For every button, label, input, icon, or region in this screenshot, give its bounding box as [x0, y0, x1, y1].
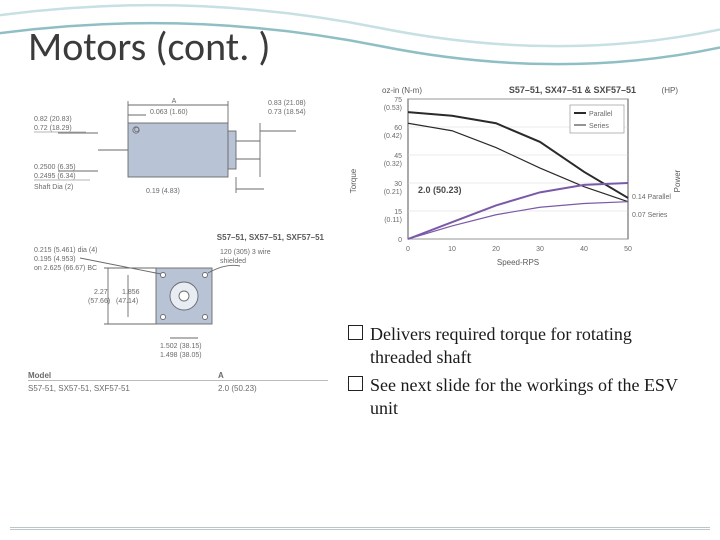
bot1: 1.502 (38.15) [160, 343, 202, 350]
svg-text:60: 60 [394, 125, 402, 132]
bot2: 1.498 (38.05) [160, 352, 202, 359]
svg-text:(0.53): (0.53) [384, 105, 402, 112]
page-title: Motors (cont. ) [28, 22, 692, 71]
svg-text:Parallel: Parallel [589, 111, 613, 118]
chart-title: S57–51, SX47–51 & SXF57–51 [509, 85, 636, 95]
wire-1: 120 (305) 3 wire [220, 249, 271, 256]
torque-speed-chart: oz-in (N-m) S57–51, SX47–51 & SXF57–51 (… [346, 81, 686, 271]
cell-A: 2.0 (50.23) [218, 384, 328, 393]
col-A: A [218, 371, 328, 380]
inner-circle-label: O [134, 127, 140, 134]
svg-text:0.14 Parallel: 0.14 Parallel [632, 194, 671, 201]
hole-dim-2: 0.195 (4.953) [34, 256, 76, 263]
hole-dim-1: 0.215 (5.461) dia (4) [34, 247, 97, 254]
svg-text:0: 0 [398, 237, 402, 244]
model-table: Model A S57-51, SX57-51, SXF57-51 2.0 (5… [28, 371, 328, 393]
d2a: 1.856 [122, 289, 140, 296]
svg-text:15: 15 [394, 209, 402, 216]
motor-side-drawing: A 0.063 (1.60) 0.83 (21.08) 0.73 (18.54)… [28, 81, 328, 221]
footer-border [10, 527, 710, 530]
dim-lb3: Shaft Dia (2) [34, 184, 73, 191]
dim-rb: 0.19 (4.83) [146, 188, 180, 195]
svg-text:(0.21): (0.21) [384, 189, 402, 196]
svg-text:0.07 Series: 0.07 Series [632, 212, 668, 219]
dim-A: A [172, 98, 177, 105]
bullet-2: See next slide for the workings of the E… [370, 374, 686, 419]
hole-dim-3: on 2.625 (66.67) BC [34, 265, 97, 272]
svg-text:0: 0 [406, 246, 410, 253]
chart-annotation: 2.0 (50.23) [418, 185, 462, 195]
svg-text:(0.11): (0.11) [384, 217, 402, 224]
svg-text:20: 20 [492, 246, 500, 253]
svg-text:50: 50 [624, 246, 632, 253]
motor-face-drawing: S57–51, SX57–51, SXF57–51 [28, 230, 328, 360]
svg-text:75: 75 [394, 97, 402, 104]
svg-text:30: 30 [536, 246, 544, 253]
dim-lb2: 0.2495 (6.34) [34, 173, 76, 180]
svg-text:30: 30 [394, 181, 402, 188]
svg-text:40: 40 [580, 246, 588, 253]
svg-text:Series: Series [589, 123, 609, 130]
dim-offset: 0.063 (1.60) [150, 109, 188, 116]
col-model: Model [28, 371, 218, 380]
cell-model: S57-51, SX57-51, SXF57-51 [28, 384, 218, 393]
d1a: 2.27 [94, 289, 108, 296]
bullet-list: Delivers required torque for rotating th… [346, 323, 686, 425]
face-title: S57–51, SX57–51, SXF57–51 [217, 233, 325, 242]
x-label: Speed-RPS [497, 258, 539, 267]
yright-unit: (HP) [662, 86, 679, 95]
svg-text:10: 10 [448, 246, 456, 253]
d2b: (47.14) [116, 298, 138, 305]
yleft-unit: oz-in (N-m) [382, 86, 422, 95]
dim-r1: 0.83 (21.08) [268, 100, 306, 107]
svg-text:(0.32): (0.32) [384, 161, 402, 168]
bullet-1: Delivers required torque for rotating th… [370, 323, 686, 368]
wire-2: shielded [220, 258, 246, 265]
yleft-label: Torque [349, 168, 358, 193]
svg-text:45: 45 [394, 153, 402, 160]
dim-l1: 0.82 (20.83) [34, 116, 72, 123]
d1b: (57.66) [88, 298, 110, 305]
yright-label: Power [673, 169, 682, 192]
svg-text:(0.42): (0.42) [384, 133, 402, 140]
dim-l2: 0.72 (18.29) [34, 125, 72, 132]
dim-r2: 0.73 (18.54) [268, 109, 306, 116]
dim-lb1: 0.2500 (6.35) [34, 164, 76, 171]
